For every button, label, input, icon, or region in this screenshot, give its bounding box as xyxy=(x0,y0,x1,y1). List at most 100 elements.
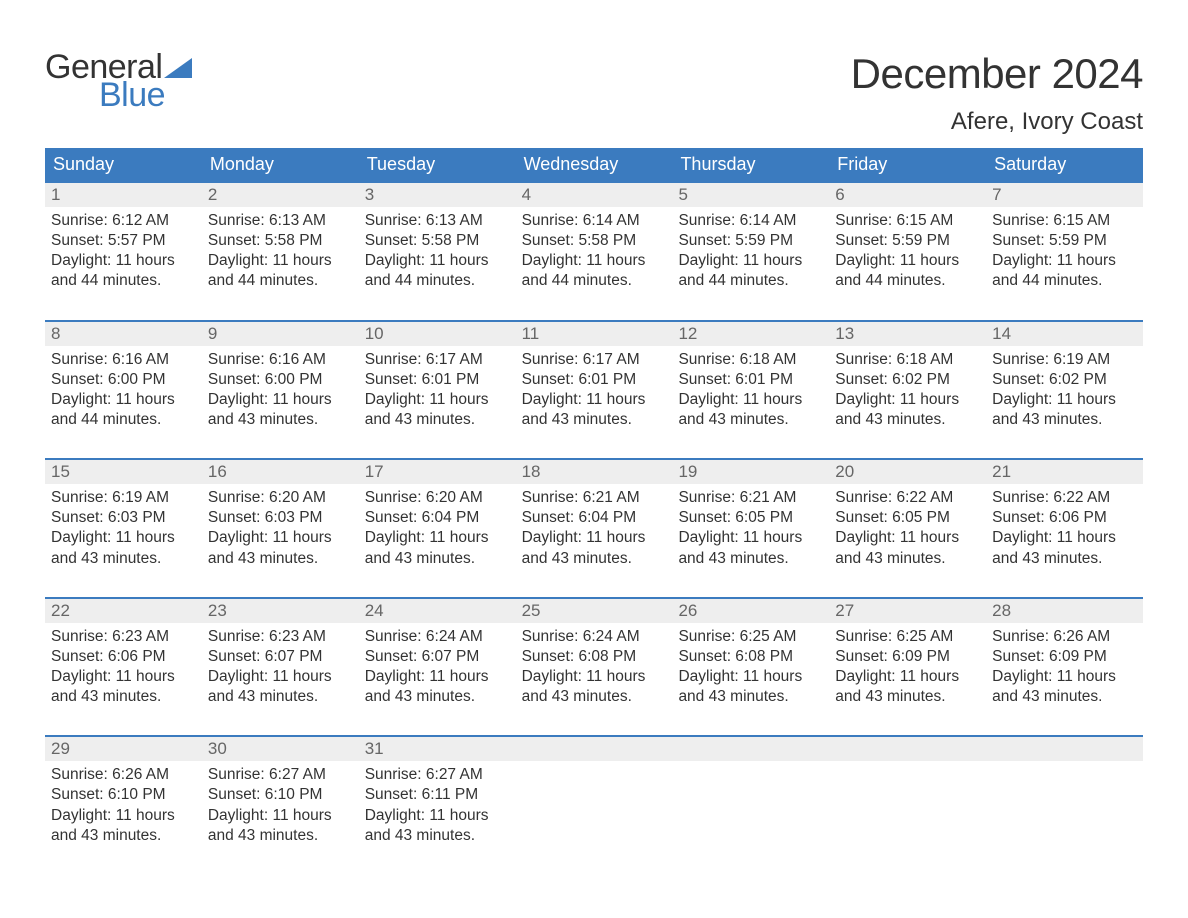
sunrise-text: Sunrise: 6:24 AM xyxy=(522,627,667,647)
day-cell xyxy=(986,737,1143,848)
sunset-text: Sunset: 6:00 PM xyxy=(51,370,196,390)
daylight-line1: Daylight: 11 hours xyxy=(835,667,980,687)
weeks-container: 1Sunrise: 6:12 AMSunset: 5:57 PMDaylight… xyxy=(45,181,1143,848)
sunset-text: Sunset: 5:59 PM xyxy=(835,231,980,251)
day-cell: 10Sunrise: 6:17 AMSunset: 6:01 PMDayligh… xyxy=(359,322,516,433)
sunset-text: Sunset: 6:04 PM xyxy=(365,508,510,528)
daylight-line2: and 44 minutes. xyxy=(678,271,823,291)
day-cell: 30Sunrise: 6:27 AMSunset: 6:10 PMDayligh… xyxy=(202,737,359,848)
daylight-line2: and 43 minutes. xyxy=(992,687,1137,707)
day-number: 13 xyxy=(829,322,986,346)
day-body: Sunrise: 6:24 AMSunset: 6:07 PMDaylight:… xyxy=(359,623,516,710)
daylight-line2: and 43 minutes. xyxy=(208,549,353,569)
day-cell: 23Sunrise: 6:23 AMSunset: 6:07 PMDayligh… xyxy=(202,599,359,710)
daylight-line2: and 43 minutes. xyxy=(678,410,823,430)
daylight-line1: Daylight: 11 hours xyxy=(208,528,353,548)
sunrise-text: Sunrise: 6:19 AM xyxy=(992,350,1137,370)
day-number: 14 xyxy=(986,322,1143,346)
daylight-line2: and 43 minutes. xyxy=(678,687,823,707)
day-body: Sunrise: 6:21 AMSunset: 6:04 PMDaylight:… xyxy=(516,484,673,571)
sunrise-text: Sunrise: 6:13 AM xyxy=(365,211,510,231)
day-body: Sunrise: 6:17 AMSunset: 6:01 PMDaylight:… xyxy=(359,346,516,433)
daylight-line1: Daylight: 11 hours xyxy=(992,251,1137,271)
daylight-line2: and 43 minutes. xyxy=(522,410,667,430)
daylight-line1: Daylight: 11 hours xyxy=(522,528,667,548)
daylight-line1: Daylight: 11 hours xyxy=(51,528,196,548)
daylight-line2: and 44 minutes. xyxy=(522,271,667,291)
day-body: Sunrise: 6:16 AMSunset: 6:00 PMDaylight:… xyxy=(202,346,359,433)
sunrise-text: Sunrise: 6:15 AM xyxy=(992,211,1137,231)
day-cell xyxy=(672,737,829,848)
sunrise-text: Sunrise: 6:14 AM xyxy=(522,211,667,231)
day-number: 29 xyxy=(45,737,202,761)
daylight-line1: Daylight: 11 hours xyxy=(835,528,980,548)
day-body: Sunrise: 6:26 AMSunset: 6:09 PMDaylight:… xyxy=(986,623,1143,710)
daylight-line1: Daylight: 11 hours xyxy=(51,667,196,687)
daylight-line2: and 43 minutes. xyxy=(992,410,1137,430)
day-number: 2 xyxy=(202,183,359,207)
day-cell: 15Sunrise: 6:19 AMSunset: 6:03 PMDayligh… xyxy=(45,460,202,571)
sunrise-text: Sunrise: 6:25 AM xyxy=(835,627,980,647)
daylight-line1: Daylight: 11 hours xyxy=(365,806,510,826)
daylight-line2: and 43 minutes. xyxy=(992,549,1137,569)
day-body: Sunrise: 6:14 AMSunset: 5:58 PMDaylight:… xyxy=(516,207,673,294)
week-row: 8Sunrise: 6:16 AMSunset: 6:00 PMDaylight… xyxy=(45,320,1143,433)
day-cell: 1Sunrise: 6:12 AMSunset: 5:57 PMDaylight… xyxy=(45,183,202,294)
day-cell: 22Sunrise: 6:23 AMSunset: 6:06 PMDayligh… xyxy=(45,599,202,710)
day-number: 27 xyxy=(829,599,986,623)
daylight-line2: and 43 minutes. xyxy=(208,687,353,707)
daylight-line2: and 44 minutes. xyxy=(365,271,510,291)
sunset-text: Sunset: 6:03 PM xyxy=(208,508,353,528)
day-body: Sunrise: 6:22 AMSunset: 6:06 PMDaylight:… xyxy=(986,484,1143,571)
sunrise-text: Sunrise: 6:27 AM xyxy=(208,765,353,785)
sunrise-text: Sunrise: 6:25 AM xyxy=(678,627,823,647)
day-number: 4 xyxy=(516,183,673,207)
daylight-line1: Daylight: 11 hours xyxy=(365,528,510,548)
day-cell: 29Sunrise: 6:26 AMSunset: 6:10 PMDayligh… xyxy=(45,737,202,848)
day-number: 21 xyxy=(986,460,1143,484)
daylight-line1: Daylight: 11 hours xyxy=(208,806,353,826)
day-body: Sunrise: 6:22 AMSunset: 6:05 PMDaylight:… xyxy=(829,484,986,571)
day-cell: 16Sunrise: 6:20 AMSunset: 6:03 PMDayligh… xyxy=(202,460,359,571)
sunset-text: Sunset: 6:11 PM xyxy=(365,785,510,805)
day-cell: 9Sunrise: 6:16 AMSunset: 6:00 PMDaylight… xyxy=(202,322,359,433)
weekday-wednesday: Wednesday xyxy=(516,148,673,181)
day-number: 22 xyxy=(45,599,202,623)
daylight-line1: Daylight: 11 hours xyxy=(365,251,510,271)
day-cell: 31Sunrise: 6:27 AMSunset: 6:11 PMDayligh… xyxy=(359,737,516,848)
week-row: 29Sunrise: 6:26 AMSunset: 6:10 PMDayligh… xyxy=(45,735,1143,848)
sunset-text: Sunset: 6:07 PM xyxy=(208,647,353,667)
day-cell xyxy=(829,737,986,848)
day-body: Sunrise: 6:24 AMSunset: 6:08 PMDaylight:… xyxy=(516,623,673,710)
day-number xyxy=(516,737,673,761)
day-body: Sunrise: 6:15 AMSunset: 5:59 PMDaylight:… xyxy=(829,207,986,294)
daylight-line1: Daylight: 11 hours xyxy=(678,251,823,271)
weekday-friday: Friday xyxy=(829,148,986,181)
sunset-text: Sunset: 5:57 PM xyxy=(51,231,196,251)
day-cell: 27Sunrise: 6:25 AMSunset: 6:09 PMDayligh… xyxy=(829,599,986,710)
daylight-line1: Daylight: 11 hours xyxy=(51,390,196,410)
day-body: Sunrise: 6:15 AMSunset: 5:59 PMDaylight:… xyxy=(986,207,1143,294)
day-number: 23 xyxy=(202,599,359,623)
daylight-line1: Daylight: 11 hours xyxy=(365,667,510,687)
day-cell: 12Sunrise: 6:18 AMSunset: 6:01 PMDayligh… xyxy=(672,322,829,433)
day-cell: 17Sunrise: 6:20 AMSunset: 6:04 PMDayligh… xyxy=(359,460,516,571)
day-body: Sunrise: 6:27 AMSunset: 6:10 PMDaylight:… xyxy=(202,761,359,848)
day-number xyxy=(829,737,986,761)
day-cell: 20Sunrise: 6:22 AMSunset: 6:05 PMDayligh… xyxy=(829,460,986,571)
sunset-text: Sunset: 6:06 PM xyxy=(992,508,1137,528)
day-body: Sunrise: 6:17 AMSunset: 6:01 PMDaylight:… xyxy=(516,346,673,433)
day-number: 24 xyxy=(359,599,516,623)
day-body: Sunrise: 6:25 AMSunset: 6:08 PMDaylight:… xyxy=(672,623,829,710)
daylight-line2: and 43 minutes. xyxy=(835,410,980,430)
day-cell xyxy=(516,737,673,848)
daylight-line1: Daylight: 11 hours xyxy=(678,528,823,548)
daylight-line2: and 43 minutes. xyxy=(365,549,510,569)
sunset-text: Sunset: 6:01 PM xyxy=(678,370,823,390)
sunrise-text: Sunrise: 6:17 AM xyxy=(522,350,667,370)
daylight-line2: and 43 minutes. xyxy=(208,410,353,430)
day-number: 18 xyxy=(516,460,673,484)
daylight-line1: Daylight: 11 hours xyxy=(522,667,667,687)
daylight-line1: Daylight: 11 hours xyxy=(522,390,667,410)
day-number: 31 xyxy=(359,737,516,761)
